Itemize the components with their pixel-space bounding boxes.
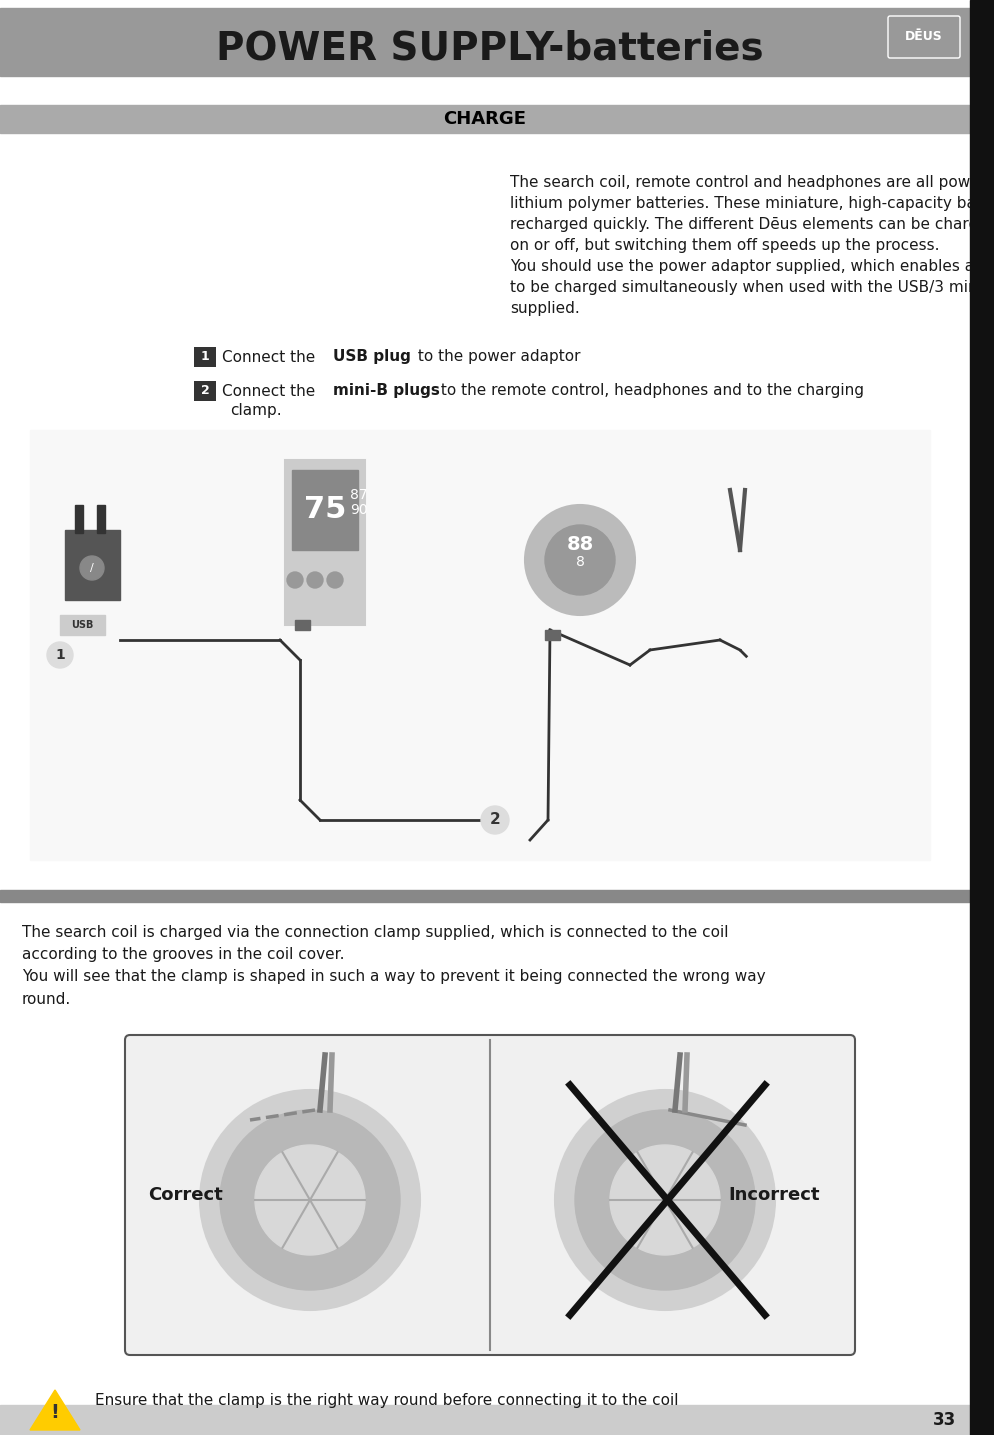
FancyBboxPatch shape <box>194 347 216 367</box>
Bar <box>970 0 994 1435</box>
Circle shape <box>255 1145 365 1256</box>
Text: 2: 2 <box>490 812 500 828</box>
Circle shape <box>287 573 303 588</box>
Text: 8: 8 <box>576 555 584 570</box>
Text: 90: 90 <box>350 504 368 517</box>
Text: Ensure that the clamp is the right way round before connecting it to the coil: Ensure that the clamp is the right way r… <box>95 1392 679 1408</box>
Text: USB: USB <box>71 620 93 630</box>
Bar <box>545 630 560 640</box>
FancyBboxPatch shape <box>125 1035 855 1355</box>
Bar <box>75 505 83 532</box>
Bar <box>0 1405 970 1435</box>
Bar <box>0 890 970 903</box>
Text: CHARGE: CHARGE <box>443 110 527 128</box>
Circle shape <box>545 525 615 596</box>
Circle shape <box>481 806 509 834</box>
Bar <box>65 530 120 600</box>
Text: 75: 75 <box>304 495 346 525</box>
Bar <box>0 9 970 76</box>
Text: clamp.: clamp. <box>230 402 281 418</box>
Bar <box>30 430 930 860</box>
Text: USB plug: USB plug <box>333 350 411 364</box>
Bar <box>295 620 310 630</box>
Text: Connect the: Connect the <box>222 350 320 364</box>
Bar <box>285 461 365 626</box>
Text: Correct: Correct <box>148 1185 223 1204</box>
Text: 2: 2 <box>201 385 210 397</box>
Text: The search coil, remote control and headphones are all powered by identical
lith: The search coil, remote control and head… <box>510 175 994 316</box>
Circle shape <box>610 1145 720 1256</box>
Text: 87: 87 <box>350 488 368 502</box>
Polygon shape <box>30 1391 80 1431</box>
Circle shape <box>47 641 73 669</box>
Text: 1: 1 <box>55 649 65 662</box>
Circle shape <box>575 1111 755 1290</box>
Text: mini-B plugs: mini-B plugs <box>333 383 440 399</box>
Text: 1: 1 <box>201 350 210 363</box>
Circle shape <box>307 573 323 588</box>
Bar <box>97 505 105 532</box>
Text: to the power adaptor: to the power adaptor <box>413 350 580 364</box>
Text: DĒUS: DĒUS <box>906 30 943 43</box>
Text: to the remote control, headphones and to the charging: to the remote control, headphones and to… <box>436 383 864 399</box>
Text: Connect the: Connect the <box>222 383 320 399</box>
Circle shape <box>200 1091 420 1310</box>
Text: 88: 88 <box>567 535 593 554</box>
Text: 33: 33 <box>933 1411 956 1429</box>
Circle shape <box>80 555 104 580</box>
Circle shape <box>327 573 343 588</box>
FancyBboxPatch shape <box>194 382 216 400</box>
Text: !: ! <box>51 1403 60 1422</box>
Circle shape <box>525 505 635 616</box>
Bar <box>0 105 970 133</box>
Text: The search coil is charged via the connection clamp supplied, which is connected: The search coil is charged via the conne… <box>22 926 765 1006</box>
Text: /: / <box>90 563 93 573</box>
Circle shape <box>220 1111 400 1290</box>
Circle shape <box>555 1091 775 1310</box>
Text: Incorrect: Incorrect <box>729 1185 820 1204</box>
Bar <box>292 471 358 550</box>
Bar <box>60 616 105 636</box>
Text: POWER SUPPLY-batteries: POWER SUPPLY-batteries <box>216 29 763 67</box>
